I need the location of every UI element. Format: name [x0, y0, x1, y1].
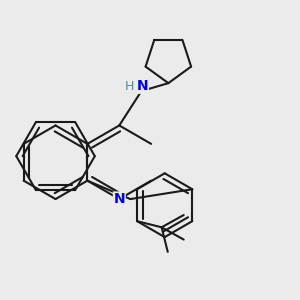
Text: H: H: [124, 80, 134, 93]
Text: N: N: [137, 79, 148, 93]
Text: N: N: [113, 192, 125, 206]
